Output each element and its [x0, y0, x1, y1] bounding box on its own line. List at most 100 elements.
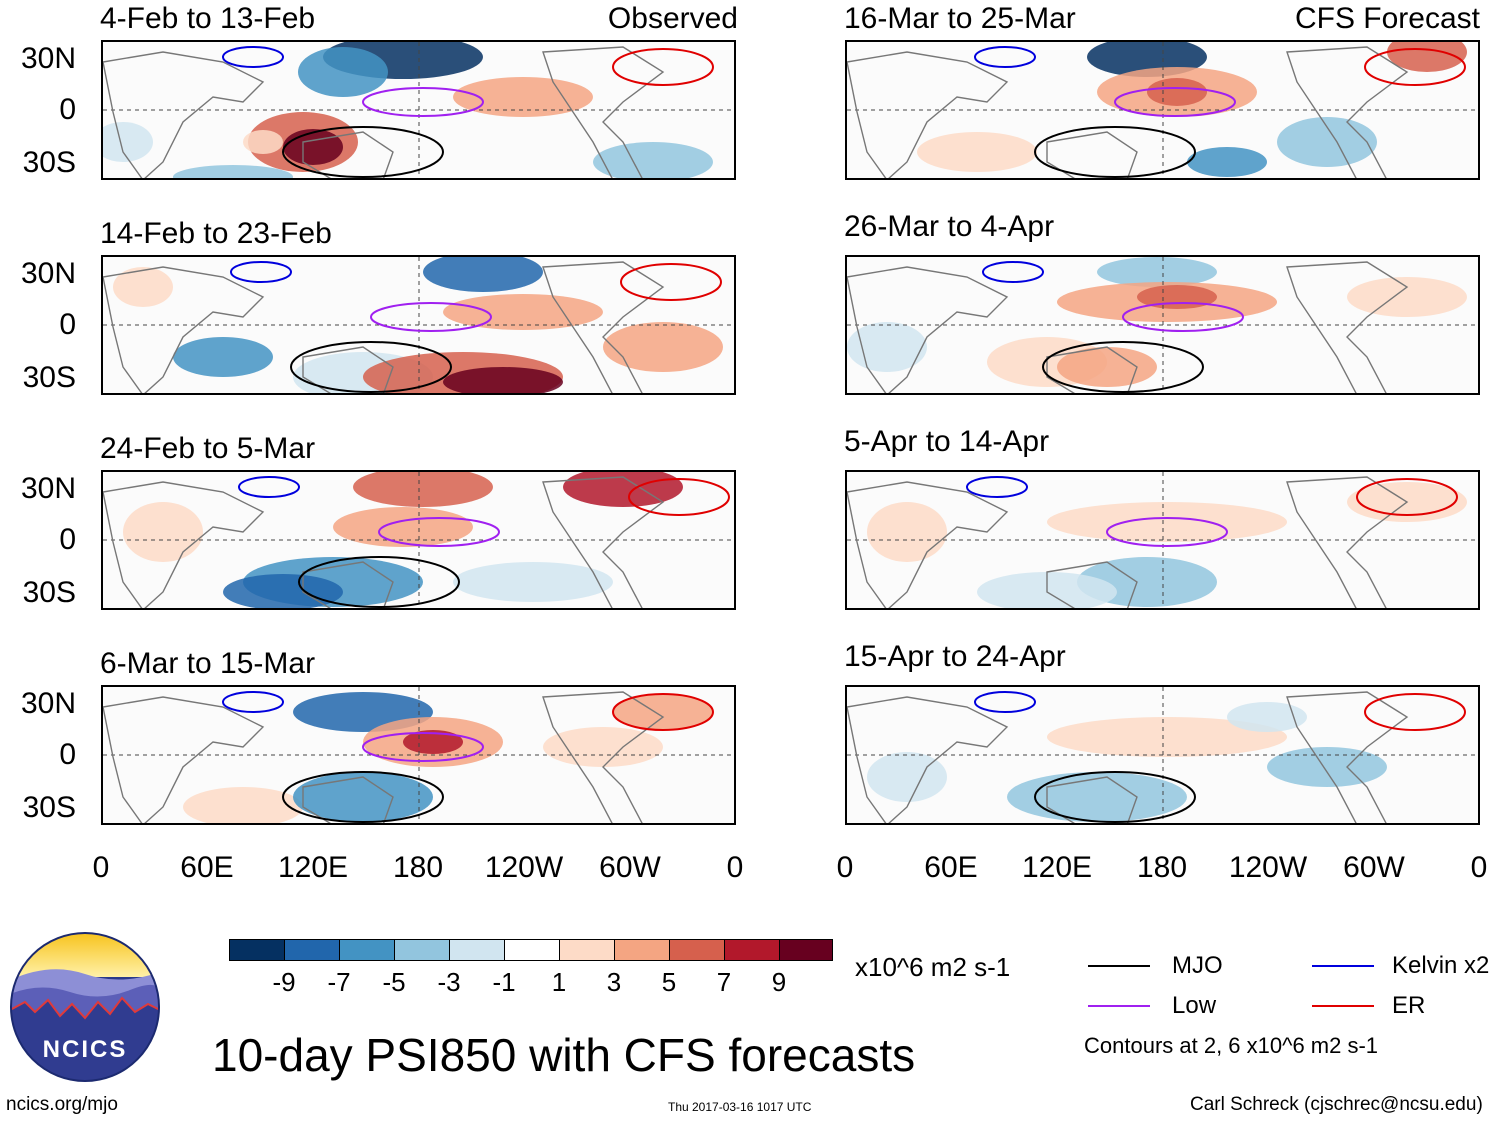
anomaly-blob [603, 322, 723, 372]
lat-label-30n: 30N [20, 472, 76, 505]
colorbar-swatch-2 [284, 939, 340, 961]
colorbar-tick: -1 [492, 967, 516, 997]
colorbar-tick: 1 [551, 967, 567, 997]
lat-label-eq: 0 [59, 738, 76, 771]
contour-line [370, 302, 492, 332]
anomaly-blob [867, 502, 947, 562]
lon-label-0: 0 [92, 851, 110, 884]
legend-line-mjo [1088, 965, 1150, 967]
map-field [847, 42, 1478, 178]
footer-url[interactable]: ncics.org/mjo [6, 1094, 118, 1116]
lon-label-180: 180 [1136, 851, 1188, 884]
colorbar-tick: 5 [661, 967, 677, 997]
lon-label-180: 180 [392, 851, 444, 884]
anomaly-blob [443, 367, 563, 393]
main-title: 10-day PSI850 with CFS forecasts [212, 1029, 916, 1081]
anomaly-blob [333, 507, 473, 547]
anomaly-blob [183, 787, 303, 823]
panel-title-5: 16-Mar to 25-Mar [844, 2, 1076, 35]
anomaly-blob [298, 47, 388, 97]
contour-line [1356, 478, 1458, 516]
colorbar-swatch-8 [614, 939, 670, 961]
anomaly-blob [223, 574, 343, 608]
contour-line [222, 691, 284, 713]
lon-label-120e: 120E [1021, 851, 1093, 884]
map-panel-7 [845, 470, 1480, 610]
anomaly-blob [1277, 117, 1377, 167]
contour-line [628, 478, 730, 516]
lon-label-60w: 60W [599, 851, 661, 884]
footer-url-text[interactable]: ncics.org/mjo [6, 1094, 118, 1115]
coastline [302, 346, 394, 393]
anomaly-blob [543, 727, 663, 767]
anomaly-blob [847, 322, 927, 372]
coastline [1286, 476, 1409, 608]
footer-credit: Carl Schreck (cjschrec@ncsu.edu) [1190, 1094, 1483, 1115]
contour-line [1042, 341, 1204, 393]
lon-label-120e: 120E [277, 851, 349, 884]
anomaly-blob [353, 472, 493, 507]
anomaly-blob [423, 257, 543, 292]
lat-label-30s: 30S [22, 791, 76, 824]
contour-line [1106, 517, 1228, 547]
contour-line [1122, 302, 1244, 332]
panel-title-6: 26-Mar to 4-Apr [844, 210, 1055, 243]
colorbar-tick: -9 [272, 967, 296, 997]
colorbar-tick: 3 [606, 967, 622, 997]
anomaly-blob [593, 142, 713, 178]
map-panel-3 [101, 470, 736, 610]
coastline [103, 481, 265, 608]
coastline [847, 481, 1009, 608]
coastline [103, 51, 265, 178]
contour-line [222, 46, 284, 68]
anomaly-blob [1187, 147, 1267, 177]
anomaly-blob [917, 132, 1037, 172]
lon-label-120w: 120W [1228, 851, 1308, 884]
colorbar-swatch-5 [449, 939, 505, 961]
contour-line [282, 126, 444, 178]
lat-label-30n: 30N [20, 257, 76, 290]
map-field [103, 687, 734, 823]
lon-label-120w: 120W [484, 851, 564, 884]
coastline [1286, 261, 1409, 393]
legend-label-low: Low [1172, 992, 1217, 1019]
coastline [1046, 346, 1138, 393]
anomaly-blob [443, 294, 603, 330]
coastline [1046, 561, 1138, 608]
coastline [1046, 131, 1138, 178]
anomaly-blob [1047, 717, 1287, 757]
anomaly-blob [173, 337, 273, 377]
contour-line [612, 693, 714, 731]
colorbar-swatch-3 [339, 939, 395, 961]
observed-label: Observed [607, 2, 738, 35]
contour-line [362, 732, 484, 762]
coastline [302, 561, 394, 608]
contour-line [974, 691, 1036, 713]
anomaly-blob [1047, 502, 1287, 542]
lon-label-0: 0 [836, 851, 854, 884]
colorbar-units: x10^6 m2 s-1 [855, 952, 1011, 982]
colorbar-tick: 9 [771, 967, 787, 997]
ncics-logo: NCICS [10, 932, 160, 1082]
contour-line [620, 263, 722, 301]
anomaly-blob [453, 77, 593, 117]
lat-label-30s: 30S [22, 576, 76, 609]
colorbar-swatch-1 [229, 939, 285, 961]
contour-line [1364, 48, 1466, 86]
panel-title-8: 15-Apr to 24-Apr [844, 640, 1066, 673]
coastline [542, 261, 665, 393]
coastline [1286, 46, 1409, 178]
contour-line [1364, 693, 1466, 731]
lat-label-30s: 30S [22, 146, 76, 179]
coastline [542, 476, 665, 608]
anomaly-blob [613, 694, 713, 730]
lon-label-0-end: 0 [726, 851, 744, 884]
contour-line [982, 261, 1044, 283]
anomaly-blob [867, 752, 947, 802]
contour-line [612, 48, 714, 86]
map-panel-8 [845, 685, 1480, 825]
anomaly-blob [453, 562, 613, 602]
contour-line [378, 517, 500, 547]
map-field [103, 472, 734, 608]
lat-label-30n: 30N [20, 42, 76, 75]
